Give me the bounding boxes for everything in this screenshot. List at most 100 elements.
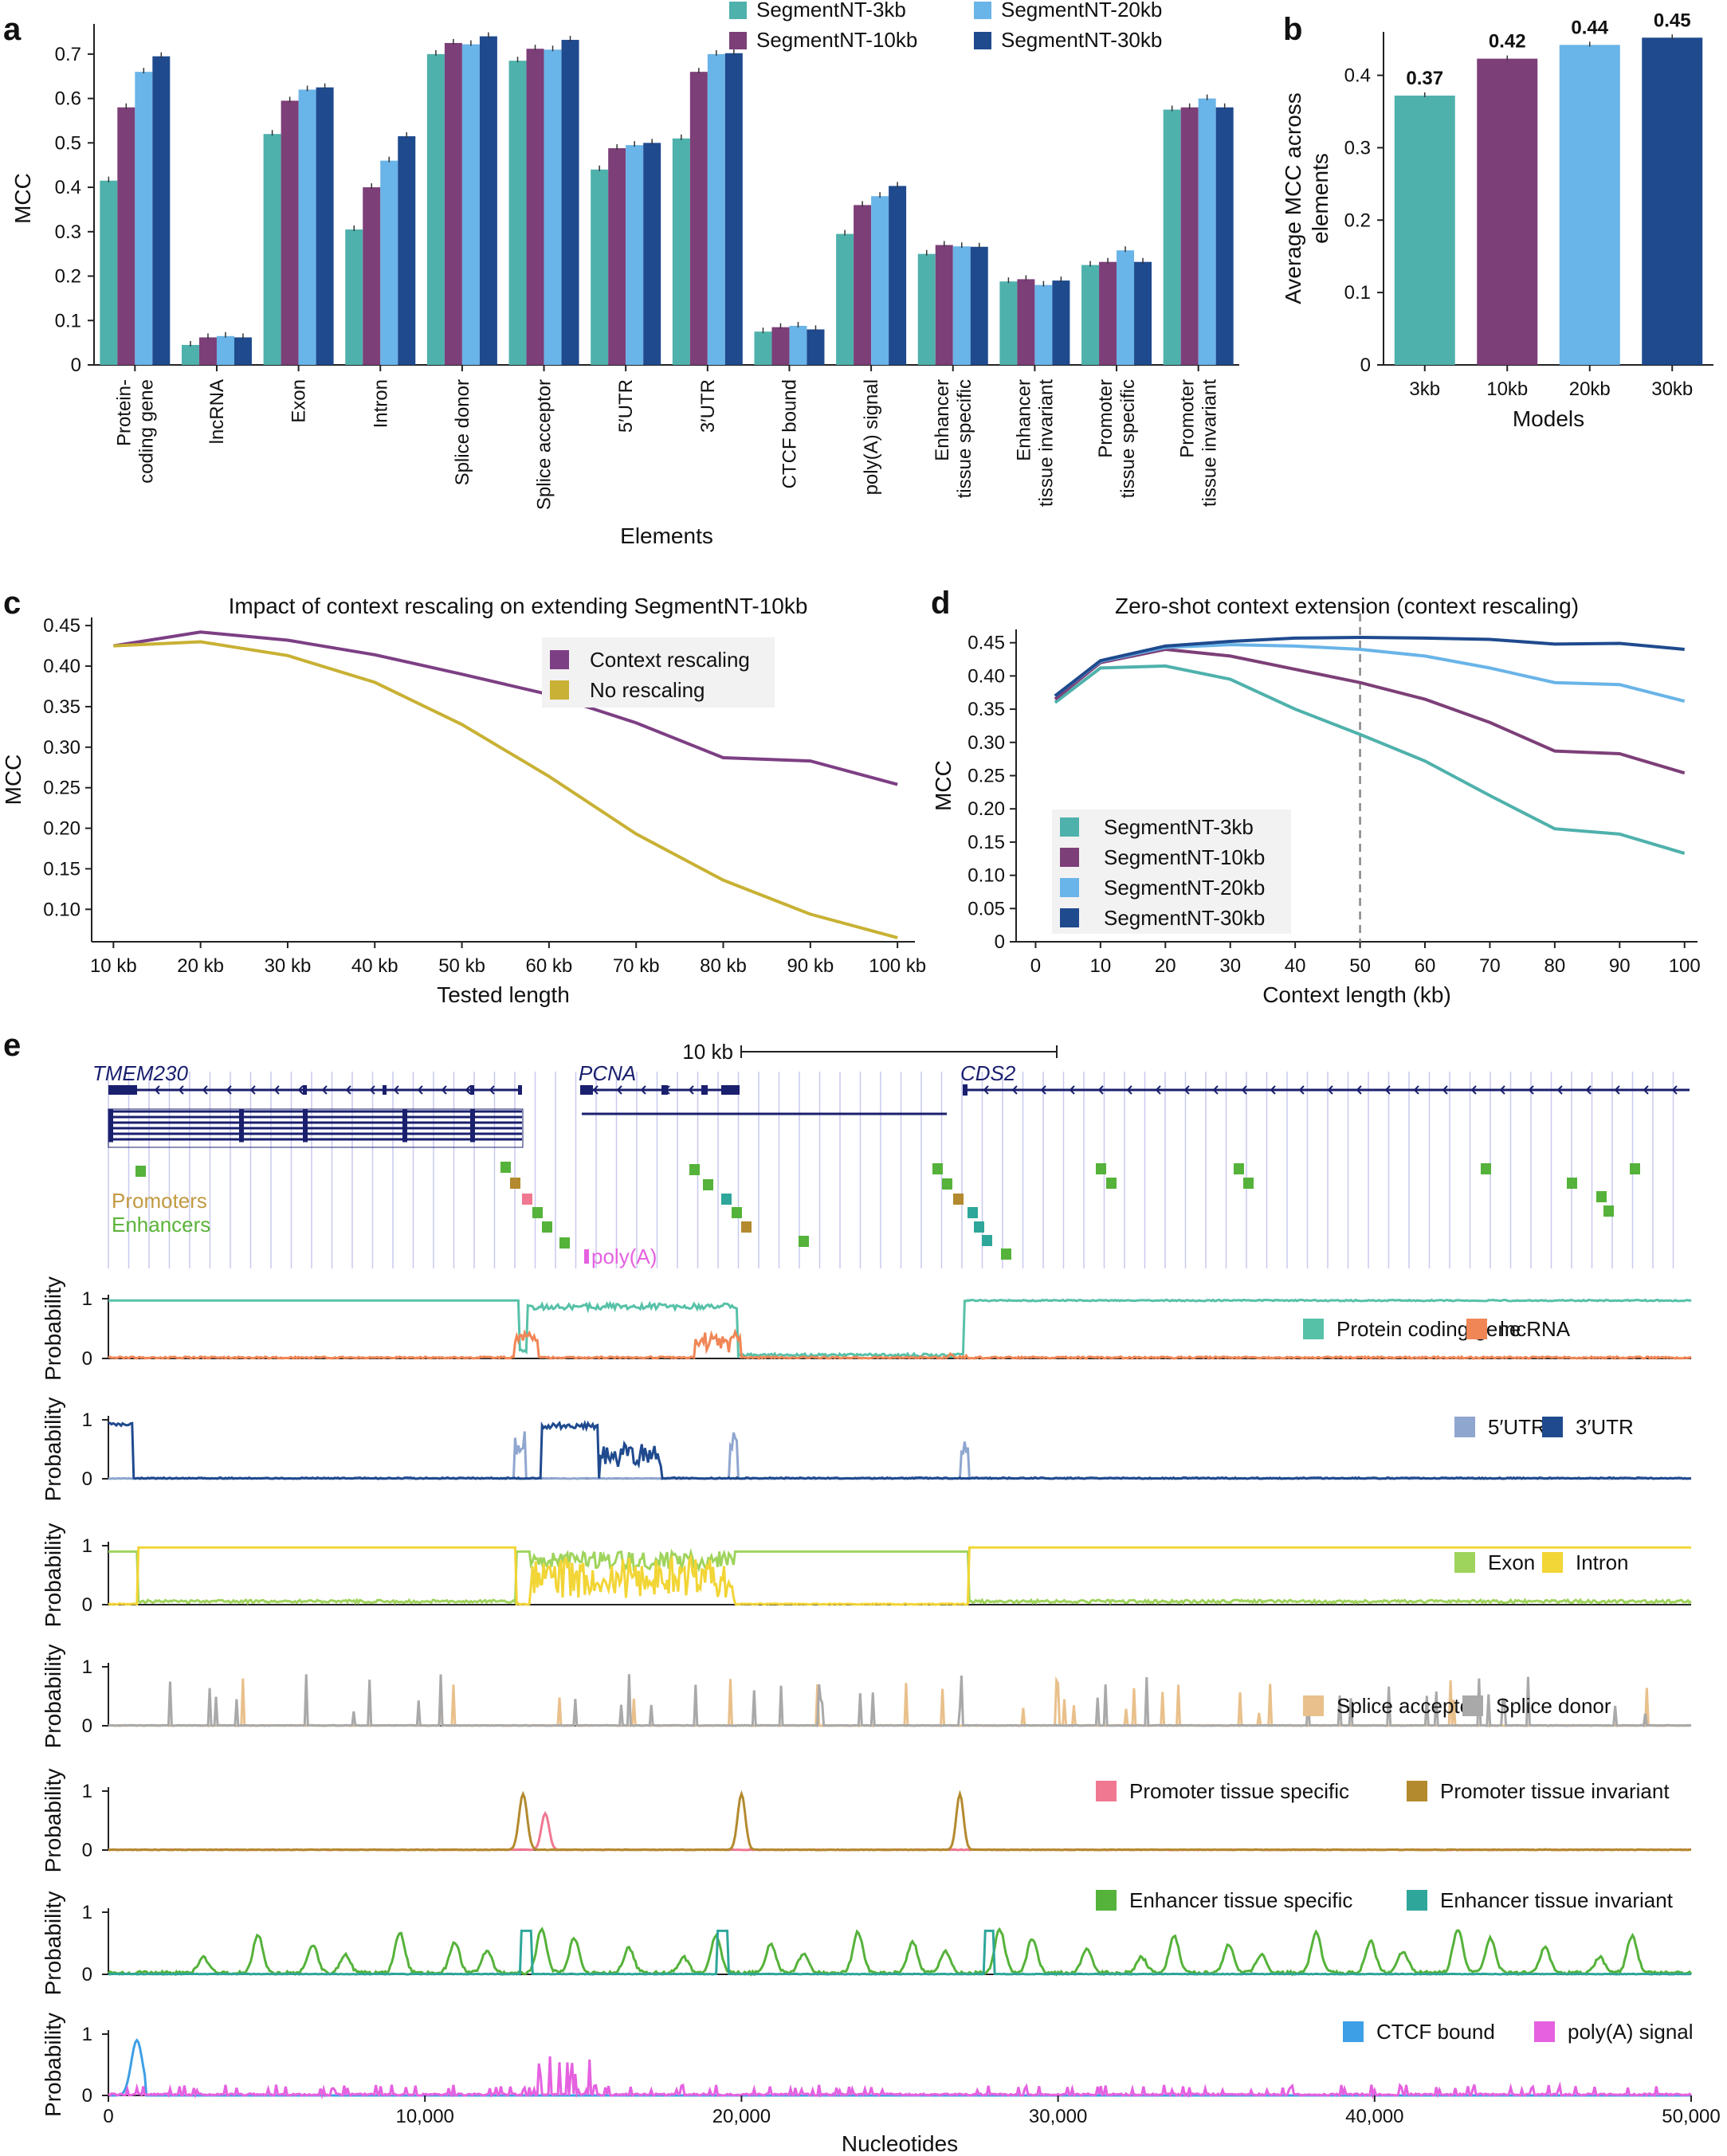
y-tick-label-a: 0.5 [55, 132, 81, 154]
bar-a [689, 72, 708, 365]
legend-label-track: CTCF bound [1376, 2020, 1495, 2044]
data-label-b: 0.42 [1489, 31, 1526, 53]
exon-block [303, 1108, 308, 1115]
x-tick-label-a: Enhancer [1013, 379, 1034, 461]
y-tick-label-c: 0.10 [43, 899, 80, 920]
panel-letter-b: b [1283, 12, 1302, 47]
strand-arrow [369, 1085, 375, 1095]
line-c-1 [113, 640, 898, 939]
x-tick-label-e: 20,000 [712, 2106, 771, 2127]
scale-bar-label: 10 kb [682, 1040, 733, 1064]
exon-block [108, 1085, 137, 1095]
line-d-3 [1054, 636, 1685, 697]
y-tick-label-d: 0.35 [968, 699, 1005, 720]
y-tick-label-a: 0.1 [55, 310, 81, 331]
x-tick-label-d: 80 [1544, 955, 1566, 977]
x-tick-label-a: Intron [370, 379, 391, 428]
annotation-box [1596, 1191, 1607, 1202]
legend-label-track: Promoter tissue invariant [1440, 1779, 1670, 1803]
y-axis-label-line-b: elements [1308, 153, 1333, 244]
legend-swatch-track [1407, 1890, 1427, 1911]
exon-block [303, 1119, 308, 1126]
annotation-box [522, 1194, 532, 1205]
y-tick-label-track: 0 [82, 1715, 92, 1737]
exon-block [239, 1108, 244, 1115]
track-6-series-0 [108, 2038, 1691, 2097]
legend-swatch-a [974, 2, 991, 19]
y-tick-label-track: 0 [82, 1348, 92, 1370]
title-c: Impact of context rescaling on extending… [229, 594, 808, 618]
x-tick-label-c: 10 kb [90, 955, 137, 977]
y-tick-label-track: 1 [82, 2024, 92, 2045]
x-tick-label-c: 70 kb [613, 955, 660, 977]
x-tick-label-d: 100 [1669, 955, 1701, 977]
gene-name-pcna: PCNA [579, 1061, 636, 1085]
strand-arrow [1069, 1085, 1075, 1095]
legend-label-track: Enhancer tissue invariant [1440, 1888, 1674, 1912]
legend-label-track: 3′UTR [1576, 1415, 1634, 1439]
x-axis-label-b: Models [1513, 406, 1584, 431]
y-axis-label-c: MCC [1, 755, 26, 806]
legend-swatch-track [1454, 1552, 1475, 1573]
legend-swatch-track [1407, 1781, 1427, 1801]
strand-arrow [345, 1085, 351, 1095]
exon-block [470, 1108, 475, 1115]
exon-block [402, 1114, 407, 1120]
bar-a [444, 42, 462, 365]
bar-a [970, 246, 988, 365]
x-tick-label-a: 3′UTR [697, 379, 719, 433]
annotation-box [732, 1207, 742, 1218]
chart-c: 0.10 0.15 0.20 0.25 0.30 0.35 0.40 0.45 10 kb 20 … [1, 594, 926, 1007]
x-tick-label-d: 30 [1219, 955, 1241, 977]
track-4-series-1 [108, 1789, 1692, 1852]
panel-letter-c: c [3, 586, 21, 621]
strand-arrow [1384, 1085, 1391, 1095]
legend-box-d [1052, 809, 1291, 934]
exon-block [721, 1085, 728, 1095]
legend-swatch-track [1343, 2021, 1364, 2042]
y-tick-label-d: 0.25 [968, 765, 1005, 786]
x-tick-label-c: 20 kb [177, 955, 224, 977]
y-tick-label-a: 0 [71, 355, 81, 376]
exon-block [725, 1085, 740, 1095]
bar-a [135, 72, 153, 365]
strand-arrow [1442, 1085, 1448, 1095]
strand-arrow [1040, 1085, 1046, 1095]
legend-swatch-track [1462, 1695, 1483, 1716]
y-tick-label-a: 0.3 [55, 221, 81, 243]
y-tick-label-track: 1 [82, 1288, 92, 1310]
strand-arrow [1241, 1085, 1247, 1095]
legend-swatch-track [1096, 1781, 1117, 1801]
exon-block [402, 1108, 407, 1115]
strand-arrow [1585, 1085, 1592, 1095]
bar-a [1134, 261, 1152, 365]
y-tick-label-c: 0.35 [43, 696, 80, 718]
track-0-series-0 [108, 1298, 1692, 1359]
exon-block [470, 1119, 475, 1126]
bar-a [836, 233, 854, 365]
legend-swatch-track [1454, 1417, 1475, 1437]
bar-a [1163, 109, 1181, 366]
y-axis-label-track: Probability [41, 1769, 65, 1873]
exon-block [701, 1085, 708, 1095]
y-tick-label-track: 1 [82, 1781, 92, 1802]
legend-swatch-a [729, 2, 747, 19]
strand-arrow [465, 1085, 471, 1095]
y-tick-label-c: 0.40 [43, 656, 80, 677]
legend-swatch-d [1060, 817, 1079, 837]
strand-arrow [640, 1085, 646, 1095]
y-tick-label-d: 0.40 [968, 665, 1005, 687]
y-tick-label-c: 0.15 [43, 858, 80, 880]
strand-arrow [130, 1085, 136, 1095]
bar-b [1642, 37, 1703, 366]
line-d-0 [1054, 664, 1686, 855]
track-0-series-1 [108, 1328, 1692, 1361]
legend-label-track: Intron [1576, 1550, 1629, 1574]
strand-arrow [1298, 1085, 1305, 1095]
exon-block [239, 1125, 244, 1131]
bar-a [854, 205, 872, 365]
bar-a [1081, 265, 1100, 365]
x-tick-label-a: Protein- [113, 379, 135, 446]
bar-a [100, 180, 118, 365]
annotation-box [741, 1221, 752, 1233]
